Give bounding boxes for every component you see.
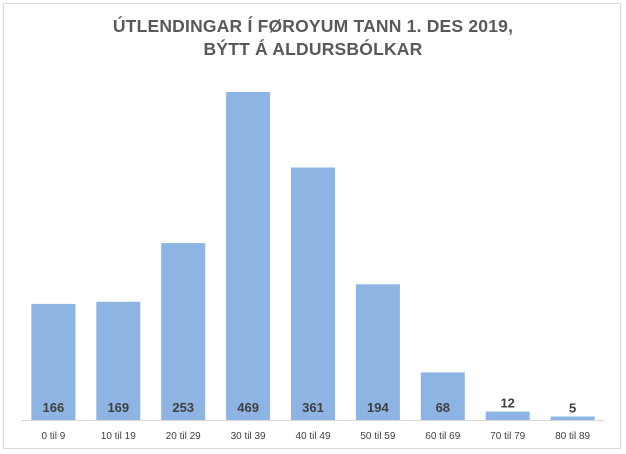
data-label-0: 166 (43, 400, 65, 415)
bar-5 (355, 284, 400, 420)
data-label-4: 361 (302, 400, 324, 415)
chart-title-line-2: BÝTT Á ALDURSBÓLKAR (203, 39, 423, 59)
x-tick-label-3: 30 til 39 (231, 431, 266, 442)
data-label-3: 469 (237, 400, 259, 415)
data-label-7: 12 (500, 396, 514, 411)
bar-3 (226, 92, 271, 420)
data-label-5: 194 (367, 400, 389, 415)
x-tick-label-4: 40 til 49 (295, 431, 330, 442)
bar-1 (96, 301, 141, 420)
x-tick-label-6: 60 til 69 (425, 431, 460, 442)
data-label-2: 253 (172, 400, 194, 415)
x-tick-label-8: 80 til 89 (555, 431, 590, 442)
bar-6 (420, 372, 465, 420)
bar-4 (291, 167, 335, 420)
x-tick-label-7: 70 til 79 (490, 431, 525, 442)
x-tick-label-0: 0 til 9 (41, 431, 65, 442)
data-label-8: 5 (569, 401, 576, 416)
chart-title-line-1: ÚTLENDINGAR Í FØROYUM TANN 1. DES 2019, (112, 16, 514, 36)
data-label-1: 169 (107, 400, 129, 415)
bar-8 (550, 416, 595, 420)
bar-7 (485, 411, 530, 420)
bar-0 (31, 303, 76, 420)
bar-2 (161, 243, 206, 420)
x-tick-label-2: 20 til 29 (166, 431, 201, 442)
data-label-6: 68 (436, 400, 450, 415)
x-tick-label-1: 10 til 19 (101, 431, 136, 442)
x-tick-label-5: 50 til 59 (360, 431, 395, 442)
